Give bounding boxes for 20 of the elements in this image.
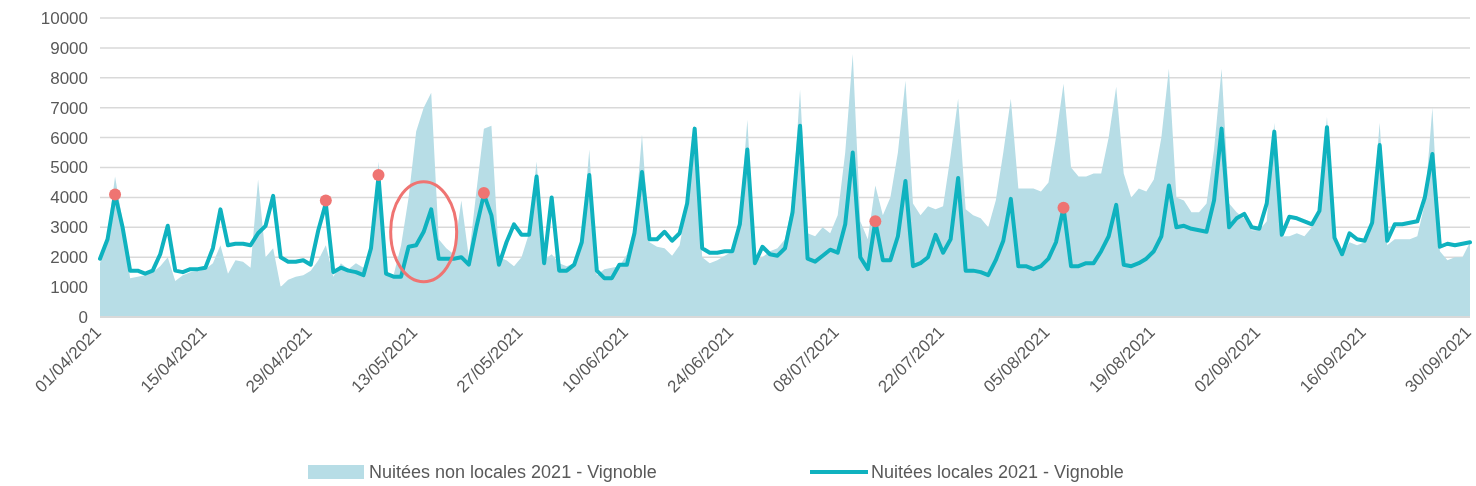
point (477, 186, 490, 199)
point (869, 215, 882, 228)
y-tick-label: 8000 (50, 68, 88, 88)
point (109, 188, 122, 201)
legend-label: Nuitées non locales 2021 - Vignoble (369, 462, 657, 483)
y-tick-label: 3000 (50, 218, 88, 238)
point (372, 168, 385, 181)
y-tick-label: 1000 (50, 278, 88, 298)
y-tick-label: 10000 (40, 8, 88, 28)
y-tick-label: 2000 (50, 248, 88, 268)
y-tick-label: 7000 (50, 98, 88, 118)
y-tick-label: 4000 (50, 188, 88, 208)
line-series (98, 123, 1472, 281)
point (319, 194, 332, 207)
y-tick-label: 9000 (50, 38, 88, 58)
y-tick-label: 5000 (50, 158, 88, 178)
legend-label: Nuitées locales 2021 - Vignoble (871, 462, 1124, 483)
y-tick-label: 6000 (50, 128, 88, 148)
point (1057, 201, 1070, 214)
y-tick-label: 0 (78, 307, 88, 327)
